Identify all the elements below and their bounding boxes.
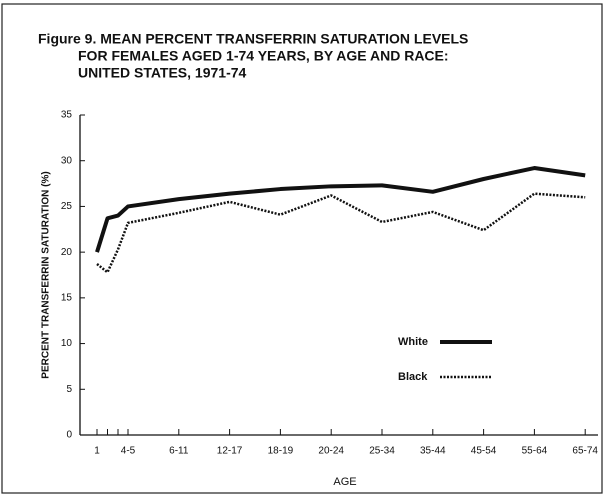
chart-title: Figure 9. MEAN PERCENT TRANSFERRIN SATUR… — [38, 31, 468, 47]
y-tick-label: 30 — [61, 155, 73, 166]
y-axis-label: PERCENT TRANSFERRIN SATURATION (%) — [41, 171, 52, 378]
x-axis-label: AGE — [333, 476, 356, 488]
x-tick-label: 35-44 — [420, 446, 446, 457]
series-line — [95, 166, 586, 253]
y-tick-label: 5 — [66, 384, 72, 395]
chart-title: FOR FEMALES AGED 1-74 YEARS, BY AGE AND … — [78, 48, 449, 64]
x-tick-label: 65-74 — [572, 446, 598, 457]
y-tick-label: 25 — [61, 201, 73, 212]
chart-title: UNITED STATES, 1971-74 — [78, 65, 247, 81]
x-tick-label: 12-17 — [217, 446, 243, 457]
y-tick-label: 35 — [61, 110, 73, 121]
y-tick-label: 0 — [66, 430, 72, 441]
y-tick-label: 10 — [61, 338, 73, 349]
y-tick-label: 20 — [61, 247, 73, 258]
x-tick-label: 18-19 — [268, 446, 294, 457]
frame — [1, 3, 603, 494]
y-tick-label: 15 — [61, 292, 73, 303]
x-tick-label: 45-54 — [471, 446, 497, 457]
x-tick-label: 1 — [94, 446, 100, 457]
legend-label: Black — [398, 371, 428, 383]
x-tick-label: 20-24 — [318, 446, 344, 457]
series-line — [96, 192, 586, 274]
legend-label: White — [398, 336, 428, 348]
x-tick-label: 6-11 — [169, 446, 189, 457]
x-tick-label: 25-34 — [369, 446, 395, 457]
x-tick-label: 4-5 — [121, 446, 136, 457]
x-tick-label: 55-64 — [522, 446, 548, 457]
